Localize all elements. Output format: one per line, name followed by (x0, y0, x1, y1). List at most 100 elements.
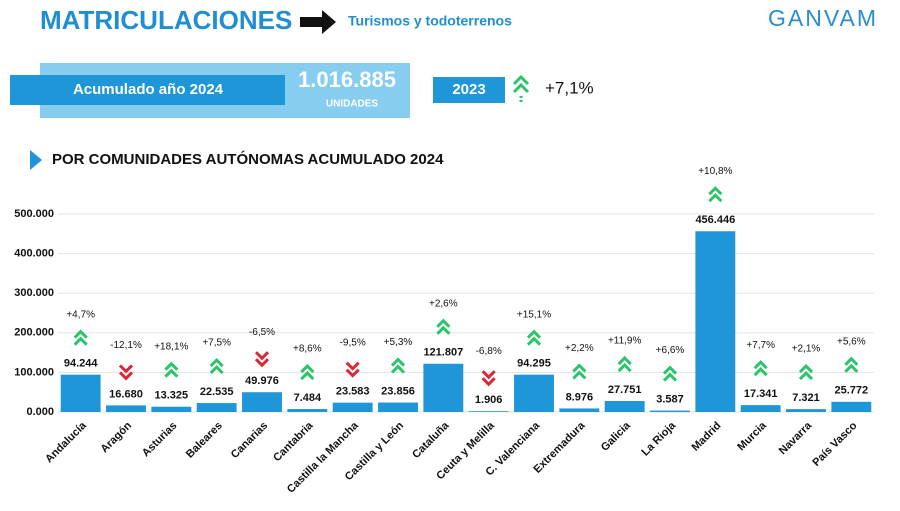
value-label: 25.772 (835, 385, 869, 397)
change-label: +8,6% (293, 344, 322, 355)
bar (514, 374, 554, 412)
y-tick-label: 500.000 (14, 208, 54, 220)
value-label: 94.244 (64, 358, 99, 370)
up-arrow (708, 186, 723, 203)
bar (60, 374, 101, 412)
page-title: MATRICULACIONES (40, 5, 292, 35)
chevron (753, 367, 768, 377)
change-label: +11,9% (608, 336, 642, 347)
logo: GANVAM (768, 5, 878, 31)
chevron (708, 193, 723, 203)
change-label: +4,7% (66, 309, 95, 320)
summary-total: 1.016.885 (298, 67, 396, 92)
change-label: +6,6% (656, 345, 685, 356)
x-tick-label: País Vasco (810, 420, 859, 469)
up-arrow (300, 363, 315, 381)
bar (287, 409, 328, 412)
bar (604, 401, 645, 412)
chevron (662, 365, 678, 375)
change-label: +7,5% (202, 338, 231, 349)
change-label: +5,6% (837, 336, 866, 347)
bar (650, 410, 690, 412)
chevron (254, 358, 270, 368)
x-tick-label: La Rioja (639, 419, 678, 458)
change-label: +2,2% (565, 343, 594, 354)
value-label: 13.325 (155, 390, 189, 402)
chevron (526, 336, 542, 346)
chevron (617, 355, 632, 366)
change-label: -9,5% (340, 337, 366, 348)
chevron (798, 363, 814, 374)
chevron (164, 361, 179, 371)
up-arrow (753, 360, 768, 377)
x-tick-label: Canarias (229, 420, 270, 461)
change-label: +10,8% (698, 166, 732, 177)
change-label: -12,1% (110, 340, 142, 351)
x-tick-label: Cataluña (410, 419, 452, 461)
value-label: 121.807 (423, 347, 463, 359)
chevron (209, 357, 224, 368)
bar (695, 231, 736, 412)
bar (106, 405, 146, 412)
change-label: +2,6% (429, 298, 458, 309)
chevron (481, 370, 496, 380)
x-tick-label: Navarra (777, 419, 815, 457)
x-tick-label: Murcia (735, 419, 769, 453)
change-label: +2,1% (792, 344, 821, 355)
change-label: +15,1% (517, 309, 551, 320)
chevron (708, 186, 723, 196)
up-arrow (390, 357, 406, 374)
change-label: -6,5% (249, 327, 275, 338)
bar (378, 402, 418, 412)
y-tick-label: 300.000 (14, 287, 54, 299)
chevron (662, 372, 678, 382)
value-label: 23.583 (336, 386, 370, 398)
up-arrow-icon (512, 74, 530, 102)
up-arrow (617, 355, 632, 373)
year-box (433, 77, 505, 103)
value-label: 7.484 (294, 392, 322, 404)
bar (786, 409, 826, 412)
chevron (73, 336, 88, 346)
x-tick-label: Aragón (98, 419, 134, 455)
chevron (844, 363, 859, 373)
chevron (345, 368, 360, 378)
value-label: 49.976 (245, 375, 279, 387)
up-arrow (572, 363, 587, 380)
chart-title: POR COMUNIDADES AUTÓNOMAS ACUMULADO 2024 (52, 150, 444, 168)
x-tick-label: Andalucía (43, 419, 89, 465)
chevron (118, 364, 134, 374)
bar (423, 363, 464, 412)
up-arrow (662, 365, 678, 382)
chevron (118, 371, 134, 381)
up-arrow (798, 363, 814, 381)
chevron (345, 361, 360, 371)
chevron (209, 364, 224, 375)
up-arrow (436, 318, 451, 335)
chevron (572, 363, 587, 373)
value-label: 8.976 (566, 391, 594, 403)
bar (242, 392, 282, 412)
down-arrow (118, 364, 134, 381)
up-arrow (73, 329, 88, 346)
y-tick-label: 0.000 (26, 406, 54, 418)
chevron (617, 362, 632, 373)
chevron (73, 329, 88, 339)
change-label: +7,7% (746, 340, 775, 351)
chevron (164, 368, 179, 378)
down-arrow (481, 370, 496, 387)
x-tick-label: Madrid (690, 420, 724, 454)
bar (332, 402, 373, 412)
chevron (300, 363, 315, 374)
compare-year: 2023 (452, 81, 485, 98)
up-arrow (164, 361, 179, 378)
value-label: 3.587 (656, 393, 684, 405)
chevron (390, 364, 406, 374)
chevron (390, 357, 406, 367)
value-label: 7.321 (792, 392, 820, 404)
change-label: +5,3% (384, 337, 413, 348)
value-label: 94.295 (517, 358, 551, 370)
bar (831, 401, 872, 412)
value-label: 456.446 (695, 214, 735, 226)
